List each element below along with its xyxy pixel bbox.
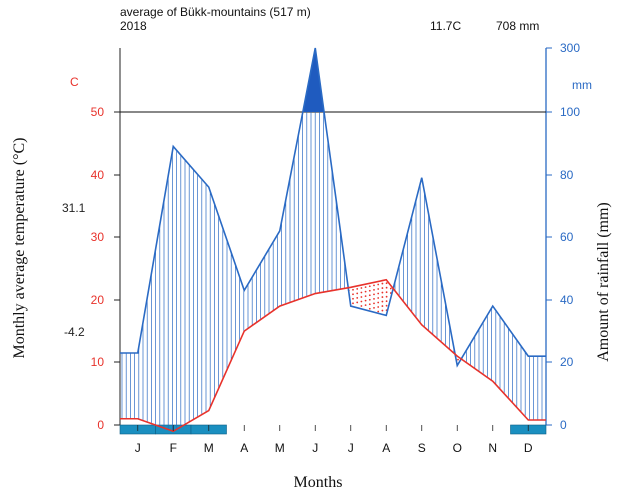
right-tick-40: 40 — [560, 293, 574, 307]
dry-dot — [377, 310, 380, 313]
dry-dot — [356, 297, 359, 299]
dry-dot — [385, 300, 388, 303]
dry-dot — [377, 292, 380, 295]
left-axis-title: Monthly average temperature (°C) — [11, 138, 28, 359]
month-label-10: N — [488, 441, 497, 455]
frost-bars — [119, 424, 547, 435]
right-tick-300: 300 — [560, 41, 580, 55]
month-label-8: S — [418, 441, 426, 455]
dry-dot — [356, 301, 359, 304]
dry-dot — [381, 305, 384, 307]
month-label-1: F — [170, 441, 177, 455]
left-tick-40: 40 — [91, 168, 105, 182]
right-tick-100: 100 — [560, 105, 580, 119]
dry-dot — [377, 297, 380, 299]
month-label-9: O — [453, 441, 462, 455]
right-tick-80: 80 — [560, 168, 574, 182]
left-unit-label: C — [70, 75, 79, 89]
dry-dot — [385, 304, 388, 307]
excess-rainfall-fill — [303, 49, 324, 112]
excess-rainfall-area — [303, 49, 324, 112]
temperature-line — [120, 278, 546, 433]
dry-dot — [352, 302, 354, 305]
dry-dot — [377, 283, 380, 286]
dry-dot — [368, 303, 371, 306]
dry-dot — [356, 288, 359, 290]
month-label-5: J — [312, 441, 318, 455]
right-tick-0: 0 — [560, 418, 567, 432]
x-axis-title: Months — [294, 474, 343, 491]
right-unit-label: mm — [572, 78, 592, 92]
dry-dot — [368, 307, 371, 310]
dry-dot — [368, 289, 371, 292]
dry-dot — [352, 297, 354, 300]
left-tick-30: 30 — [91, 230, 105, 244]
dry-dot — [360, 296, 363, 298]
month-label-11: D — [524, 441, 533, 455]
year-label: 2018 — [120, 19, 147, 33]
dry-dot — [352, 288, 354, 291]
dry-dot — [352, 293, 354, 296]
dry-dot — [377, 288, 380, 290]
left-tick-20: 20 — [91, 293, 105, 307]
right-tick-20: 20 — [560, 355, 574, 369]
dry-dot — [364, 295, 367, 298]
dry-dot — [368, 285, 371, 288]
abs-max-label: 31.1 — [62, 201, 86, 215]
right-axis-title: Amount of rainfall (mm) — [595, 202, 612, 362]
left-ticks: 0 10 20 30 40 50 — [91, 105, 120, 432]
right-ticks: 0 20 40 60 80 100 300 — [546, 41, 580, 432]
dry-dot — [360, 287, 363, 289]
month-label-3: A — [240, 441, 248, 455]
dry-dot — [385, 286, 388, 289]
left-tick-50: 50 — [91, 105, 105, 119]
dry-dot — [381, 296, 384, 298]
dry-dot — [373, 306, 375, 309]
left-tick-10: 10 — [91, 355, 105, 369]
dry-dot — [368, 294, 371, 297]
dry-dot — [385, 291, 388, 294]
dry-dot — [385, 282, 388, 285]
dry-dot — [381, 309, 384, 312]
dry-dot — [381, 300, 384, 303]
dry-dot — [377, 301, 380, 304]
series-lines — [120, 47, 546, 433]
right-tick-60: 60 — [560, 230, 574, 244]
month-label-4: M — [275, 441, 285, 455]
month-label-0: J — [135, 441, 141, 455]
month-label-2: M — [204, 441, 214, 455]
station-title: average of Bükk-mountains (517 m) — [120, 5, 311, 19]
dry-dot — [377, 306, 380, 308]
mean-temp-label: 11.7C — [430, 19, 461, 33]
dry-dot — [368, 298, 371, 301]
dry-dot — [364, 286, 367, 289]
left-tick-0: 0 — [97, 418, 104, 432]
dry-dot — [385, 295, 388, 298]
month-label-6: J — [348, 441, 354, 455]
dry-dot — [360, 305, 363, 307]
dry-dot — [373, 293, 375, 296]
dry-dot — [373, 302, 375, 305]
dry-dot — [360, 300, 363, 303]
dry-dot — [364, 290, 367, 293]
dry-dot — [373, 297, 375, 300]
dry-dot — [356, 292, 359, 295]
dry-dot — [373, 284, 375, 287]
dry-dot — [381, 291, 384, 294]
annual-precip-label: 708 mm — [496, 19, 539, 33]
precipitation-line — [120, 47, 546, 368]
abs-min-label: -4.2 — [64, 325, 85, 339]
dry-dot — [360, 291, 363, 294]
dry-dot — [373, 288, 375, 291]
dry-dot — [364, 304, 367, 307]
dry-dot — [381, 287, 384, 289]
humid-hatching — [121, 112, 543, 431]
dry-dot — [364, 299, 367, 302]
month-label-7: A — [382, 441, 390, 455]
dry-dot — [457, 358, 459, 361]
dry-dot — [381, 282, 384, 285]
dry-dot — [389, 287, 392, 290]
